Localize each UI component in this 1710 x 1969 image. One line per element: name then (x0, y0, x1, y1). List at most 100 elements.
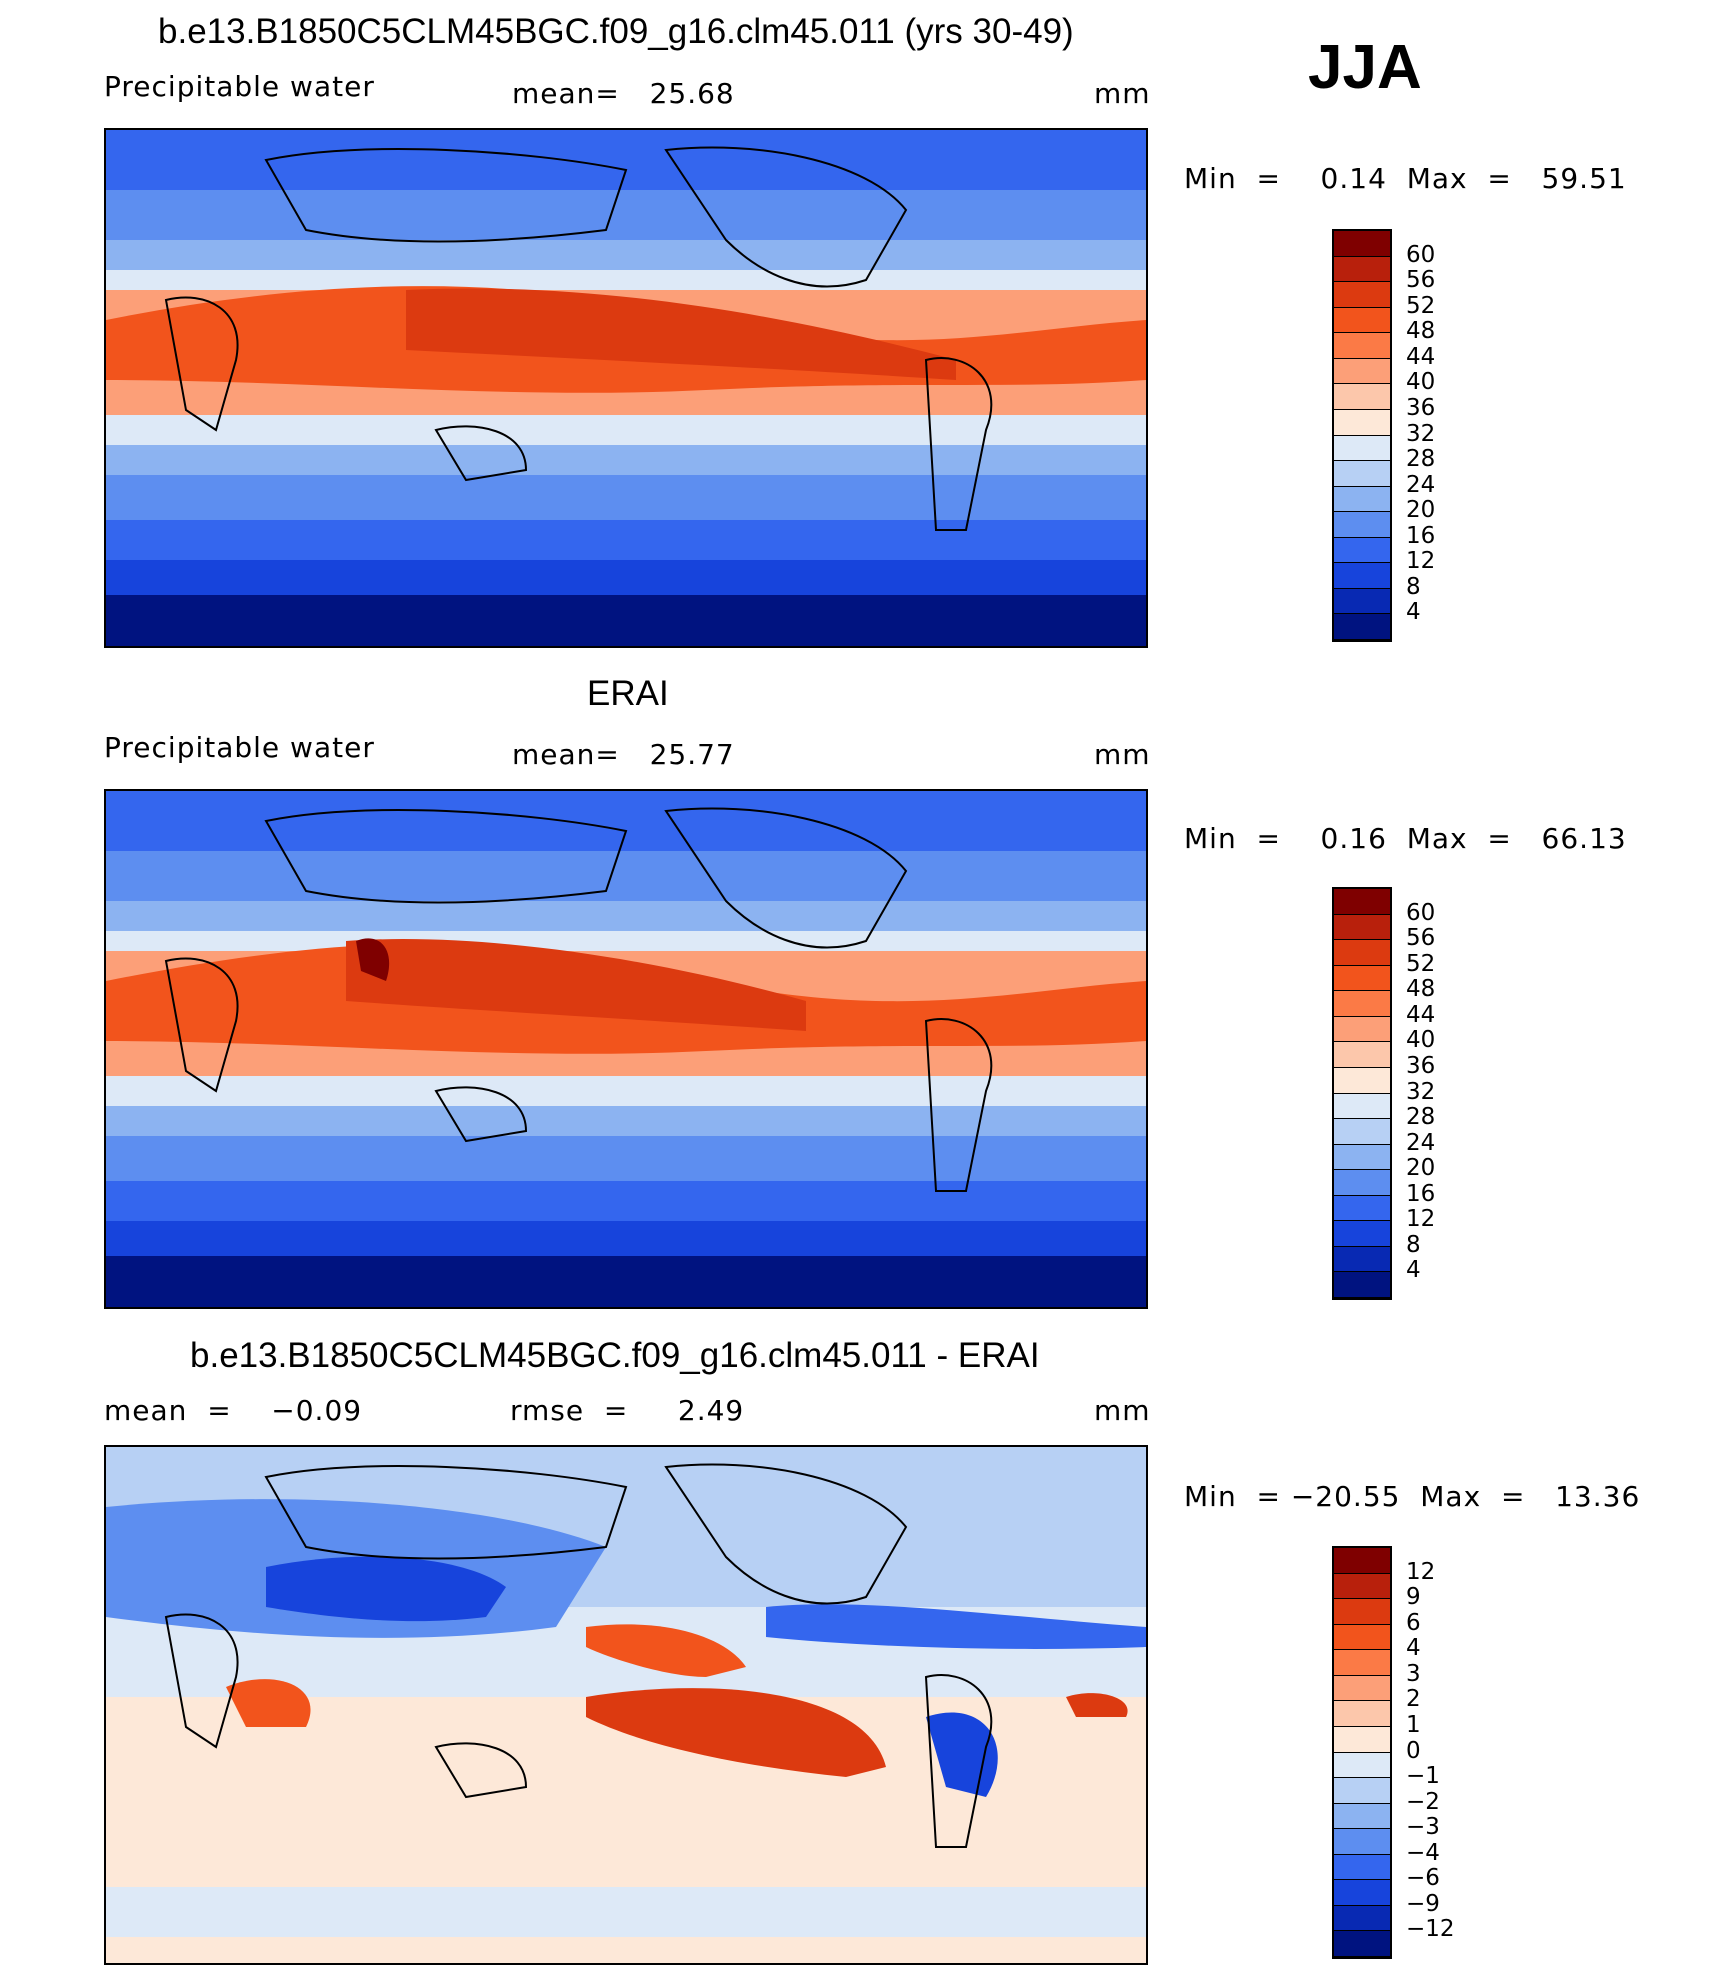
colorbar-swatch (1334, 1246, 1390, 1273)
colorbar-tick-label: −2 (1406, 1788, 1440, 1815)
colorbar-tick-label: 24 (1406, 471, 1436, 498)
colorbar-tick-label: 1 (1406, 1711, 1421, 1738)
colorbar-swatch (1334, 231, 1390, 257)
colorbar-swatch (1334, 1829, 1390, 1855)
colorbar-swatch (1334, 1042, 1390, 1068)
panel-3-map (104, 1445, 1148, 1965)
colorbar-swatch (1334, 435, 1390, 462)
colorbar-tick-label: 52 (1406, 950, 1436, 977)
colorbar-tick-label: 56 (1406, 267, 1436, 294)
colorbar-swatch (1334, 588, 1390, 615)
panel-3-title: b.e13.B1850C5CLM45BGC.f09_g16.clm45.011 … (190, 1336, 1040, 1375)
colorbar-tick-label: 32 (1406, 1078, 1436, 1105)
panel-1-units-label: mm (1094, 77, 1151, 110)
colorbar-tick-label: 40 (1406, 1027, 1436, 1054)
colorbar-swatch (1334, 1221, 1390, 1247)
colorbar-tick-label: 28 (1406, 446, 1436, 473)
colorbar-swatch (1334, 1170, 1390, 1196)
colorbar-tick-label: 4 (1406, 1257, 1421, 1284)
colorbar-swatch (1334, 991, 1390, 1017)
colorbar-tick-label: 40 (1406, 369, 1436, 396)
colorbar-swatch (1334, 1573, 1390, 1600)
colorbar-tick-label: −4 (1406, 1839, 1440, 1866)
colorbar-swatch (1334, 1675, 1390, 1702)
panel-2-mean-label: mean= 25.77 (512, 738, 735, 771)
colorbar-tick-label: 52 (1406, 292, 1436, 319)
colorbar-tick-label: 6 (1406, 1609, 1421, 1636)
colorbar-swatch (1334, 614, 1390, 640)
colorbar-swatch (1334, 486, 1390, 513)
colorbar-swatch (1334, 1931, 1390, 1957)
panel-2-map (104, 789, 1148, 1309)
colorbar-tick-label: 48 (1406, 976, 1436, 1003)
colorbar-swatch (1334, 1119, 1390, 1145)
colorbar-tick-label: 36 (1406, 394, 1436, 421)
panel-3-units-label: mm (1094, 1394, 1151, 1427)
colorbar-tick-label: 12 (1406, 1206, 1436, 1233)
colorbar-tick-label: 28 (1406, 1104, 1436, 1131)
panel-1-variable-label: Precipitable water (104, 70, 375, 103)
colorbar-swatch (1334, 537, 1390, 564)
colorbar-tick-label: 32 (1406, 420, 1436, 447)
panel-2-variable-label: Precipitable water (104, 731, 375, 764)
colorbar-tick-label: −3 (1406, 1814, 1440, 1841)
colorbar-tick-label: 16 (1406, 522, 1436, 549)
colorbar-tick-label: 36 (1406, 1052, 1436, 1079)
colorbar-tick-label: 3 (1406, 1660, 1421, 1687)
colorbar-tick-label: 60 (1406, 899, 1436, 926)
colorbar-swatch (1334, 1701, 1390, 1727)
colorbar-tick-label: 8 (1406, 1231, 1421, 1258)
colorbar-tick-label: 24 (1406, 1129, 1436, 1156)
colorbar-tick-label: −6 (1406, 1865, 1440, 1892)
colorbar-swatch (1334, 1195, 1390, 1222)
panel-3-minmax-label: Min = −20.55 Max = 13.36 (1184, 1480, 1641, 1513)
panel-2-map-svg (106, 791, 1146, 1307)
colorbar-swatch (1334, 409, 1390, 436)
colorbar-swatch (1334, 1752, 1390, 1779)
colorbar-swatch (1334, 1016, 1390, 1043)
panel-2-units-label: mm (1094, 738, 1151, 771)
colorbar-tick-label: 20 (1406, 497, 1436, 524)
panel-1-mean-label: mean= 25.68 (512, 77, 735, 110)
colorbar-swatch (1334, 940, 1390, 966)
colorbar-swatch (1334, 1548, 1390, 1574)
panel-3-rmse-label: rmse = 2.49 (510, 1394, 745, 1427)
colorbar-swatch (1334, 256, 1390, 283)
panel-1-map (104, 128, 1148, 648)
colorbar-tick-label: 4 (1406, 599, 1421, 626)
colorbar-swatch (1334, 889, 1390, 915)
colorbar-tick-label: 12 (1406, 548, 1436, 575)
colorbar-swatch (1334, 384, 1390, 410)
colorbar-swatch (1334, 1854, 1390, 1881)
colorbar-tick-label: 0 (1406, 1737, 1421, 1764)
colorbar-tick-label: 8 (1406, 573, 1421, 600)
panel-1-colorbar (1332, 229, 1392, 642)
colorbar-swatch (1334, 307, 1390, 334)
colorbar-tick-label: −9 (1406, 1890, 1440, 1917)
colorbar-tick-label: 44 (1406, 1001, 1436, 1028)
colorbar-tick-label: 12 (1406, 1558, 1436, 1585)
colorbar-tick-label: 20 (1406, 1155, 1436, 1182)
colorbar-swatch (1334, 1803, 1390, 1830)
colorbar-swatch (1334, 461, 1390, 487)
colorbar-tick-label: −12 (1406, 1916, 1455, 1943)
colorbar-swatch (1334, 914, 1390, 941)
colorbar-swatch (1334, 1726, 1390, 1753)
colorbar-swatch (1334, 965, 1390, 992)
panel-2-title: ERAI (587, 674, 669, 713)
panel-1-title: b.e13.B1850C5CLM45BGC.f09_g16.clm45.011 … (158, 12, 1074, 51)
colorbar-swatch (1334, 512, 1390, 538)
colorbar-tick-label: 44 (1406, 343, 1436, 370)
colorbar-tick-label: −1 (1406, 1763, 1440, 1790)
colorbar-swatch (1334, 1067, 1390, 1094)
panel-2-colorbar (1332, 887, 1392, 1300)
colorbar-swatch (1334, 1272, 1390, 1298)
colorbar-tick-label: 56 (1406, 925, 1436, 952)
colorbar-tick-label: 2 (1406, 1686, 1421, 1713)
panel-2-minmax-label: Min = 0.16 Max = 66.13 (1184, 822, 1627, 855)
panel-1-minmax-label: Min = 0.14 Max = 59.51 (1184, 162, 1627, 195)
colorbar-swatch (1334, 563, 1390, 589)
season-label: JJA (1308, 33, 1422, 102)
colorbar-swatch (1334, 1880, 1390, 1906)
colorbar-swatch (1334, 1624, 1390, 1651)
